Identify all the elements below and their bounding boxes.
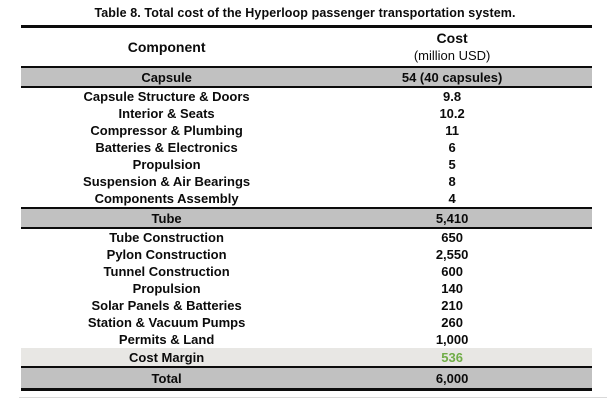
component-cell: Permits & Land — [118, 332, 215, 347]
table-row: Capsule Structure & Doors 9.8 — [21, 88, 592, 105]
component-cell: Propulsion — [132, 157, 201, 172]
component-cell: Tube — [151, 210, 182, 226]
page-bottom-rule — [19, 397, 607, 398]
column-header-component: Component — [127, 39, 206, 55]
cost-cell: 210 — [441, 298, 463, 313]
cost-cell: 536 — [441, 349, 463, 365]
cost-table: Component Cost (million USD) Capsule 54 (… — [21, 25, 592, 391]
table-row: Tunnel Construction 600 — [21, 263, 592, 280]
table-row: Suspension & Air Bearings 8 — [21, 173, 592, 190]
table-header-row: Component Cost (million USD) — [21, 28, 592, 66]
cost-cell: 11 — [445, 123, 459, 138]
cost-cell: 140 — [441, 281, 463, 296]
cost-cell: 2,550 — [435, 247, 469, 262]
table-row: Pylon Construction 2,550 — [21, 246, 592, 263]
table-row: Cost Margin 536 — [21, 348, 592, 366]
component-cell: Interior & Seats — [118, 106, 215, 121]
cost-cell: 6 — [448, 140, 456, 155]
cost-cell: 4 — [448, 191, 456, 206]
table-row: Tube 5,410 — [21, 207, 592, 229]
table-row: Permits & Land 1,000 — [21, 331, 592, 348]
cost-cell: 5 — [448, 157, 456, 172]
component-cell: Solar Panels & Batteries — [91, 298, 242, 313]
component-cell: Components Assembly — [94, 191, 239, 206]
component-cell: Batteries & Electronics — [95, 140, 238, 155]
column-header-cost-unit: (million USD) — [413, 48, 491, 63]
table-row: Propulsion 5 — [21, 156, 592, 173]
table-row: Total 6,000 — [21, 366, 592, 391]
table-row: Station & Vacuum Pumps 260 — [21, 314, 592, 331]
table-row: Compressor & Plumbing 11 — [21, 122, 592, 139]
column-header-cost: Cost (million USD) — [312, 28, 592, 66]
component-cell: Tube Construction — [109, 230, 224, 245]
table-row: Tube Construction 650 — [21, 229, 592, 246]
table-row: Solar Panels & Batteries 210 — [21, 297, 592, 314]
cost-cell: 8 — [448, 174, 456, 189]
cost-cell: 1,000 — [435, 332, 469, 347]
table-body: Capsule 54 (40 capsules) Capsule Structure… — [21, 66, 592, 391]
table-row: Capsule 54 (40 capsules) — [21, 66, 592, 88]
column-header-cost-title: Cost — [436, 30, 468, 46]
cost-cell: 5,410 — [435, 210, 469, 226]
table-row: Batteries & Electronics 6 — [21, 139, 592, 156]
component-cell: Suspension & Air Bearings — [83, 174, 251, 189]
component-cell: Cost Margin — [129, 349, 205, 365]
cost-cell: 600 — [441, 264, 463, 279]
component-cell: Pylon Construction — [106, 247, 227, 262]
cost-cell: 650 — [441, 230, 463, 245]
cost-cell: 6,000 — [435, 370, 469, 386]
component-cell: Propulsion — [132, 281, 201, 296]
table-row: Interior & Seats 10.2 — [21, 105, 592, 122]
component-cell: Tunnel Construction — [103, 264, 230, 279]
table-caption: Table 8. Total cost of the Hyperloop pas… — [94, 6, 516, 20]
component-cell: Station & Vacuum Pumps — [87, 315, 246, 330]
cost-cell: 9.8 — [443, 89, 462, 104]
component-cell: Capsule — [141, 69, 192, 85]
cost-cell: 260 — [441, 315, 463, 330]
cost-cell: 10.2 — [439, 106, 465, 121]
cost-cell: 54 (40 capsules) — [401, 69, 503, 85]
component-cell: Compressor & Plumbing — [90, 123, 243, 138]
component-cell: Capsule Structure & Doors — [83, 89, 250, 104]
table-row: Components Assembly 4 — [21, 190, 592, 207]
component-cell: Total — [151, 370, 182, 386]
table-row: Propulsion 140 — [21, 280, 592, 297]
